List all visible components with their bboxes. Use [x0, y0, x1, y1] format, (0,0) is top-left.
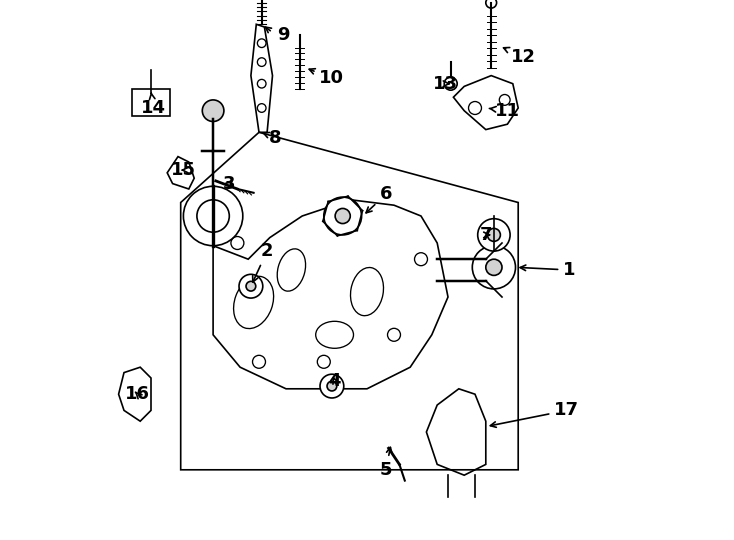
- Text: 8: 8: [263, 129, 282, 147]
- Text: 2: 2: [252, 242, 273, 282]
- Text: 3: 3: [223, 174, 236, 193]
- Circle shape: [478, 219, 510, 251]
- Circle shape: [246, 281, 255, 291]
- Text: 17: 17: [490, 401, 579, 427]
- Text: 7: 7: [479, 226, 492, 244]
- Text: 15: 15: [171, 161, 196, 179]
- Text: 10: 10: [309, 69, 344, 87]
- Text: 5: 5: [379, 447, 392, 479]
- Circle shape: [324, 197, 362, 235]
- Text: 1: 1: [520, 261, 575, 279]
- Circle shape: [327, 381, 337, 391]
- Circle shape: [320, 374, 344, 398]
- Circle shape: [239, 274, 263, 298]
- Text: 9: 9: [277, 26, 289, 44]
- Circle shape: [335, 208, 350, 224]
- Circle shape: [487, 228, 501, 241]
- Circle shape: [486, 259, 502, 275]
- Text: 11: 11: [490, 102, 520, 120]
- Text: 6: 6: [366, 185, 392, 213]
- Circle shape: [472, 246, 515, 289]
- Text: 12: 12: [504, 48, 536, 66]
- Text: 4: 4: [328, 372, 341, 390]
- Text: 14: 14: [141, 93, 166, 117]
- Text: 13: 13: [433, 75, 458, 93]
- Circle shape: [203, 100, 224, 122]
- Text: 16: 16: [125, 385, 150, 403]
